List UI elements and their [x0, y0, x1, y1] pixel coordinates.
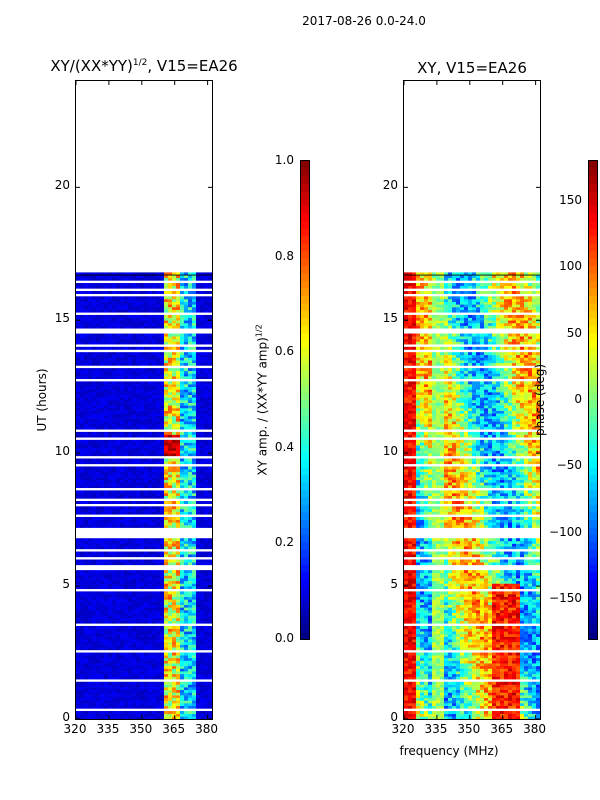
amp-colorbar-tick-label: 0.2: [274, 535, 294, 550]
shared-xlabel: frequency (MHz): [399, 744, 499, 758]
phase-colorbar-tick-label: 150: [559, 192, 582, 207]
amp-cbar-label-sup: 1/2: [254, 324, 264, 338]
phase-colorbar-tick-label: −150: [549, 591, 582, 606]
phase-y-tick-label: 20: [382, 178, 398, 193]
amp-y-tick-label: 15: [54, 311, 70, 326]
amp-colorbar-tick-label: 0.0: [274, 631, 294, 645]
amp-x-tick-label: 380: [195, 722, 219, 736]
phase-colorbar: [588, 160, 598, 640]
amp-plot-title: XY/(XX*YY)1/2, V15=EA26: [35, 57, 253, 75]
amp-cbar-label-main: XY amp. / (XX*YY amp): [255, 337, 270, 476]
amp-y-tick-label: 10: [54, 444, 70, 459]
phase-heatmap-plot: [403, 80, 541, 720]
phase-colorbar-label: phase (deg): [533, 363, 547, 437]
phase-y-tick-label: 15: [382, 311, 398, 326]
phase-colorbar-tick-label: 50: [566, 325, 582, 340]
amp-x-tick-label: 350: [129, 722, 153, 736]
amp-colorbar-gradient: [301, 161, 309, 639]
phase-colorbar-gradient: [589, 161, 597, 639]
amp-colorbar-label: XY amp. / (XX*YY amp)1/2: [255, 324, 270, 475]
phase-colorbar-tick-label: 0: [574, 392, 582, 406]
amp-heatmap-cells: [76, 81, 212, 719]
phase-x-tick-label: 335: [424, 722, 448, 736]
phase-y-tick-label: 10: [382, 444, 398, 459]
phase-heatmap-cells: [404, 81, 540, 719]
amp-x-tick-label: 365: [162, 722, 186, 736]
phase-colorbar-tick-label: 100: [559, 259, 582, 274]
phase-y-tick-label: 0: [390, 710, 398, 724]
phase-y-tick-label: 5: [390, 577, 398, 592]
amp-x-tick-label: 320: [63, 722, 87, 736]
amp-title-main: XY/(XX*YY): [50, 57, 133, 75]
phase-colorbar-tick-label: −50: [556, 458, 582, 473]
phase-plot-title: XY, V15=EA26: [417, 59, 527, 77]
figure-title: 2017-08-26 0.0-24.0: [302, 14, 426, 28]
amp-colorbar-tick-label: 0.8: [274, 248, 294, 263]
phase-x-tick-label: 350: [457, 722, 481, 736]
amp-y-tick-label: 0: [62, 710, 70, 724]
amp-colorbar-tick-label: 1.0: [274, 153, 294, 167]
phase-x-tick-label: 380: [523, 722, 547, 736]
amp-title-sup: 1/2: [132, 58, 148, 68]
amp-x-tick-label: 335: [96, 722, 120, 736]
amp-ylabel: UT (hours): [35, 368, 49, 432]
amp-colorbar-tick-label: 0.4: [274, 439, 294, 454]
phase-x-tick-label: 320: [391, 722, 415, 736]
amp-y-tick-label: 5: [62, 577, 70, 592]
amp-y-tick-label: 20: [54, 178, 70, 193]
amp-heatmap-plot: [75, 80, 213, 720]
phase-colorbar-tick-label: −100: [549, 524, 582, 539]
phase-x-tick-label: 365: [490, 722, 514, 736]
amp-colorbar-tick-label: 0.6: [274, 344, 294, 359]
amp-title-tail: , V15=EA26: [147, 57, 238, 75]
amp-colorbar: [300, 160, 310, 640]
